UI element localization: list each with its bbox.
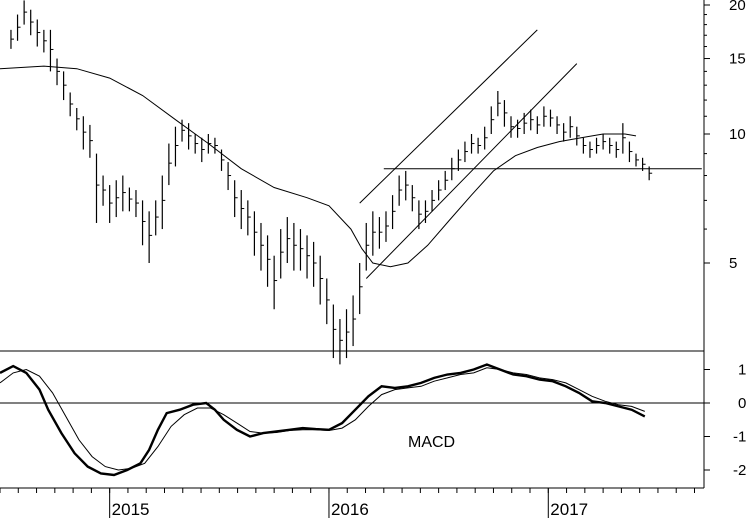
chart-frame xyxy=(0,0,705,489)
macd-panel xyxy=(0,363,704,477)
price-tick-label: 5 xyxy=(729,255,737,272)
moving-average-line xyxy=(0,65,637,268)
x-year-label: 2016 xyxy=(331,500,369,518)
price-tick-label: 15 xyxy=(729,51,746,68)
macd-tick-label: -2 xyxy=(733,462,746,479)
macd-tick-label: -1 xyxy=(733,429,746,446)
x-year-label: 2017 xyxy=(550,500,588,518)
macd-line xyxy=(0,363,646,477)
macd-tick-label: 1 xyxy=(738,362,746,379)
macd-annotation: MACD xyxy=(408,434,455,451)
macd-tick-label: 0 xyxy=(738,395,746,412)
price-tick-label: 10 xyxy=(729,126,746,143)
price-panel xyxy=(0,0,702,365)
trendline-channel-lower-line xyxy=(365,63,578,279)
price-tick-label: 20 xyxy=(729,0,746,14)
signal-line xyxy=(0,367,645,471)
x-year-label: 2015 xyxy=(112,500,150,518)
trendline-channel-upper-line xyxy=(359,29,538,204)
